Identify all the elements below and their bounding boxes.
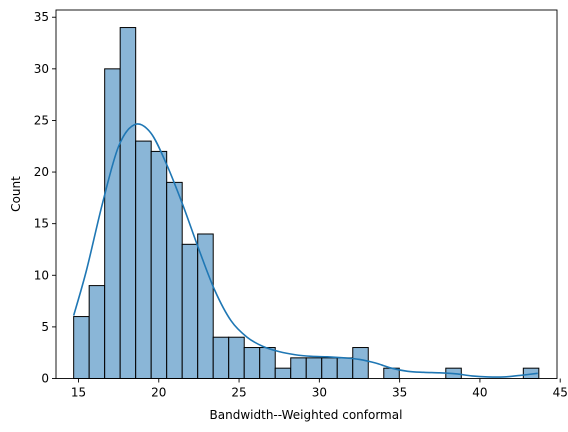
histogram-bar bbox=[150, 150, 168, 379]
x-tick-label: 35 bbox=[392, 386, 407, 400]
x-tick-label: 20 bbox=[151, 386, 166, 400]
y-axis-ticks: 0 5 10 15 20 25 30 35 bbox=[34, 10, 56, 386]
histogram-bar bbox=[181, 243, 199, 379]
histogram-bar bbox=[73, 316, 90, 380]
kde-curve bbox=[72, 123, 538, 378]
histogram-bar bbox=[305, 357, 323, 380]
histogram-bar bbox=[104, 68, 121, 380]
plot-frame bbox=[55, 9, 558, 379]
y-tick-label: 5 bbox=[41, 320, 49, 334]
histogram-bar bbox=[197, 233, 214, 379]
histogram-bar bbox=[336, 357, 354, 380]
histogram-bar bbox=[352, 347, 369, 379]
y-tick-label: 35 bbox=[34, 10, 49, 24]
y-tick-label: 25 bbox=[34, 113, 49, 127]
histogram-bar bbox=[259, 347, 276, 379]
histogram-bar bbox=[166, 181, 183, 379]
y-tick-label: 15 bbox=[34, 217, 49, 231]
y-tick-label: 30 bbox=[34, 62, 49, 76]
histogram-bar bbox=[212, 336, 230, 380]
histogram-bar bbox=[321, 357, 338, 380]
histogram-bar bbox=[135, 140, 152, 379]
y-axis-label: Count bbox=[9, 176, 23, 212]
y-tick-label: 0 bbox=[41, 372, 49, 386]
histogram-bar bbox=[119, 27, 137, 380]
x-tick-label: 30 bbox=[312, 386, 327, 400]
x-tick-label: 40 bbox=[472, 386, 487, 400]
y-tick-label: 20 bbox=[34, 165, 49, 179]
histogram-bar bbox=[228, 336, 245, 380]
x-tick-label: 25 bbox=[231, 386, 246, 400]
histogram-bar bbox=[274, 367, 292, 379]
y-tick-label: 10 bbox=[34, 268, 49, 282]
histogram-bar bbox=[88, 285, 106, 379]
x-tick-label: 15 bbox=[71, 386, 86, 400]
x-tick-label: 45 bbox=[553, 386, 568, 400]
x-axis-label: Bandwidth--Weighted conformal bbox=[210, 408, 403, 422]
histogram-bars bbox=[73, 27, 540, 380]
histogram-bar bbox=[290, 357, 307, 380]
x-axis-ticks: 15 20 25 30 35 40 45 bbox=[71, 378, 568, 400]
histogram-bar bbox=[243, 347, 261, 379]
